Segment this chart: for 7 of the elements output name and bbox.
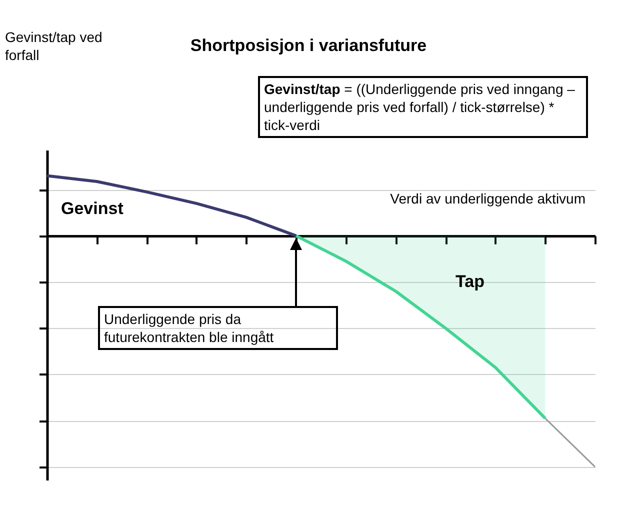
chart-title: Shortposisjon i variansfuture <box>190 36 427 55</box>
x-axis-title: Verdi av underliggende aktivum <box>390 190 586 206</box>
text: Gevinst/tap ved forfall <box>5 28 104 64</box>
annotation: Underliggende pris da futurekontrakten ble inngått <box>98 306 338 350</box>
series-label: Gevinst <box>61 198 124 218</box>
text: Gevinst/tap = ((Underliggende pris ved inngang – underliggende pris ved forfall) / tick-størrelse) * tick-verdi <box>258 76 588 138</box>
series-label: Tap <box>456 272 485 291</box>
